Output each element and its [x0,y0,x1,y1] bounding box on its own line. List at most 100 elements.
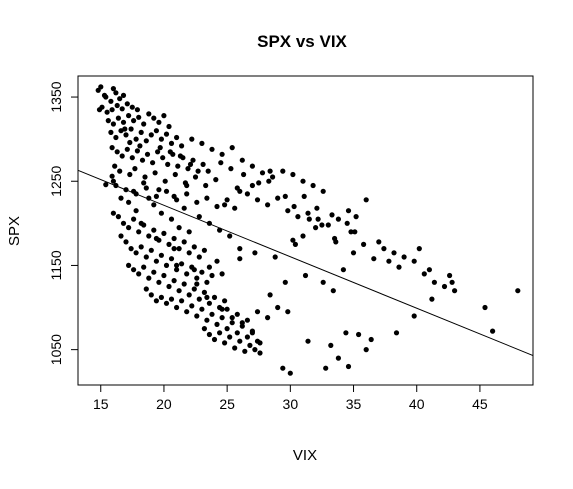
data-point [252,347,258,353]
data-point [151,227,157,233]
data-point [199,269,205,275]
data-point [151,115,157,121]
data-point [110,86,116,92]
data-point [229,145,235,151]
data-point [148,292,154,298]
data-point [447,272,453,279]
data-point [257,340,263,346]
data-point [184,191,190,197]
data-point [302,272,309,279]
data-point [416,246,422,252]
data-point [128,126,134,132]
data-point [163,131,170,137]
data-point [104,109,110,115]
data-point [184,309,190,315]
data-point [132,166,138,172]
data-point [267,292,273,298]
data-point [115,115,121,121]
data-point [136,229,142,235]
data-point [282,279,288,285]
data-point [194,199,200,205]
data-point [429,296,435,302]
data-point [275,304,281,311]
data-point [234,330,240,336]
plot-frame [77,75,534,386]
data-point [110,121,116,127]
x-tick-label: 30 [283,396,299,412]
data-point [181,205,187,211]
data-point [490,328,496,334]
data-point [126,199,132,205]
data-point [329,212,335,218]
data-point [148,247,154,253]
data-point [114,149,120,155]
data-point [108,98,114,104]
data-point [242,348,248,354]
data-point [189,303,195,309]
data-point [201,247,207,253]
data-point [152,170,158,176]
data-point [163,300,170,306]
data-point [224,306,230,312]
data-point [139,157,146,163]
data-point [168,296,175,302]
data-point [224,197,230,203]
data-point [117,168,123,174]
data-point [300,233,306,239]
data-point [110,178,116,184]
data-point [257,350,263,356]
data-point [249,163,255,169]
data-point [136,114,142,120]
data-point [181,239,187,245]
data-point [239,157,245,163]
data-point [209,272,215,279]
data-point [204,195,210,201]
data-point [110,210,116,216]
data-point [396,264,402,270]
data-point [232,345,238,351]
data-point [168,216,175,222]
data-point [119,153,125,159]
data-point [143,185,149,191]
data-point [239,320,245,326]
data-point [241,171,247,178]
data-point [124,146,130,152]
data-point [280,168,286,174]
data-point [381,246,387,252]
data-point [201,289,207,295]
data-point [305,338,311,344]
data-point [134,107,140,113]
data-point [256,180,262,186]
data-point [344,220,350,226]
data-point [249,182,255,189]
data-point [120,220,127,226]
data-point [323,365,329,371]
data-point [131,118,137,124]
data-point [301,193,307,199]
data-point [165,161,171,167]
data-point [305,210,311,216]
data-point [158,136,164,142]
data-point [213,177,219,183]
data-point [113,134,119,141]
data-point [237,256,243,262]
data-point [194,275,200,281]
data-point [254,197,261,203]
data-point [163,262,170,268]
data-point [244,317,250,323]
x-tick-label: 40 [409,396,425,412]
data-point [126,113,132,119]
data-point [137,143,143,149]
data-point [227,334,233,340]
data-point [224,326,230,332]
data-point [158,210,164,216]
data-point [117,96,123,102]
data-point [441,283,448,290]
data-point [143,138,149,144]
data-point [120,119,127,125]
data-point [313,225,319,231]
data-point [204,317,210,323]
data-point [237,338,243,344]
